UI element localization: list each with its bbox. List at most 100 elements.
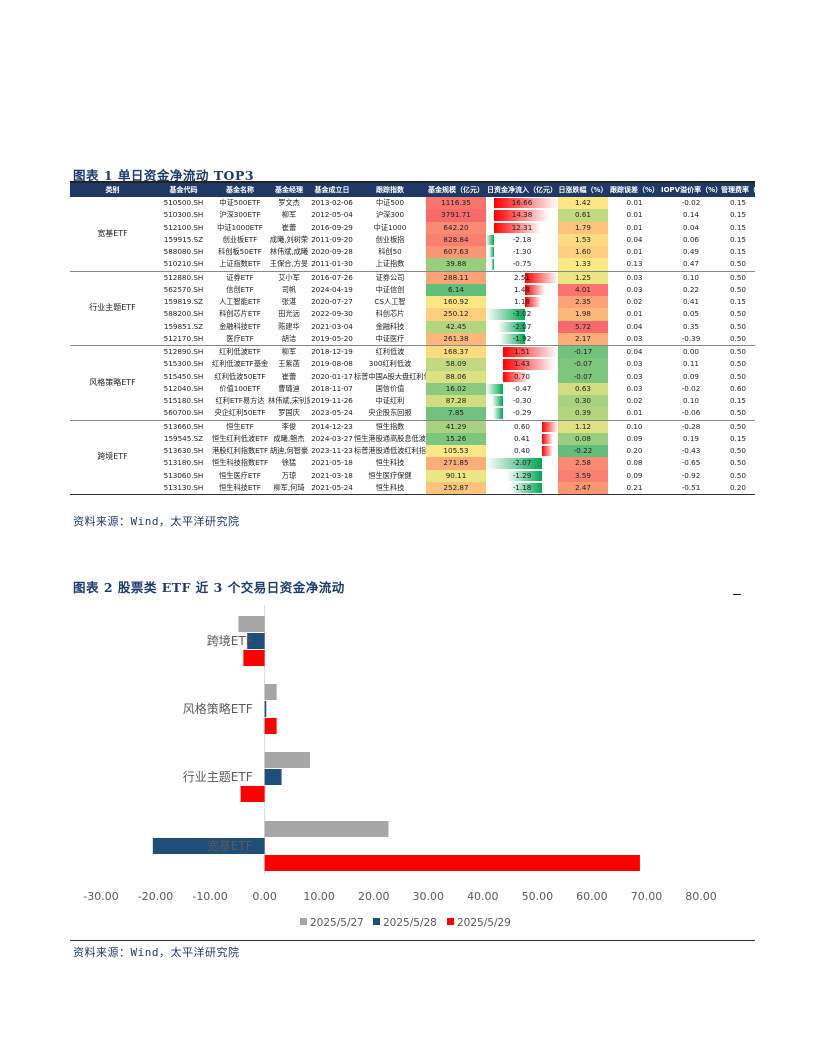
tracking-index-cell: 中证1000 bbox=[373, 222, 407, 232]
iopv-premium-cell: 0.22 bbox=[682, 284, 699, 294]
net-inflow-cell: 14.38 bbox=[486, 209, 558, 221]
inception-date-cell: 2019-05-20 bbox=[310, 332, 354, 346]
column-header: 基金名称 bbox=[212, 183, 268, 197]
bar-2025-5-27-1 bbox=[264, 684, 277, 700]
outflow-data-bar bbox=[507, 470, 542, 481]
column-header: 管理费率（%） bbox=[721, 183, 755, 197]
category-label: 宽基ETF bbox=[207, 838, 253, 853]
tracking-index-cell: 标普中国A股大盘红利低波50 bbox=[354, 371, 426, 381]
column-header: 基金成立日 bbox=[310, 183, 354, 197]
daily-change-cell: 2.35 bbox=[558, 296, 608, 309]
net-inflow-value: -1.92 bbox=[512, 333, 532, 343]
fund-manager-cell: 艾小军 bbox=[278, 272, 300, 282]
fund-code-cell: 159819.SZ bbox=[163, 297, 204, 307]
inception-date-cell: 2022-09-30 bbox=[311, 309, 353, 319]
column-header: 跟踪误差（%） bbox=[608, 183, 661, 197]
fund-manager-cell: 田光远 bbox=[278, 309, 300, 319]
net-inflow-cell: 0.40 bbox=[486, 445, 558, 457]
net-inflow-cell: 0.41 bbox=[486, 433, 558, 445]
inflow-data-bar bbox=[503, 359, 556, 370]
inception-date-cell: 2018-11-07 bbox=[311, 383, 353, 393]
tracking-index-cell: 红利低波 bbox=[375, 347, 405, 357]
iopv-premium-cell: 0.35 bbox=[682, 321, 699, 331]
inflow-data-bar bbox=[494, 210, 550, 221]
x-tick-label: 80.00 bbox=[685, 890, 717, 903]
x-tick-label: -20.00 bbox=[138, 890, 173, 903]
tracking-index-cell: 科创芯片 bbox=[375, 309, 405, 319]
daily-change-cell: 0.30 bbox=[558, 395, 608, 408]
fund-size-cell: 160.92 bbox=[426, 296, 486, 309]
fund-manager-cell: 胡洁 bbox=[268, 332, 310, 346]
net-inflow-cell: -0.47 bbox=[486, 383, 558, 395]
fund-size-cell: 642.20 bbox=[426, 221, 486, 234]
category-cell: 风格策略ETF bbox=[70, 345, 155, 421]
fund-code-cell: 510500.SH bbox=[163, 198, 204, 208]
tracking-index-cell: CS人工智 bbox=[374, 297, 406, 307]
table-row: 159819.SZ 人工智能ETF 张湛 2020-07-27 CS人工智 160.92 1… bbox=[70, 296, 755, 309]
management-fee-cell: 0.50 bbox=[729, 272, 746, 282]
iopv-premium-cell: -0.28 bbox=[681, 421, 701, 431]
daily-change-cell: 3.59 bbox=[558, 469, 608, 482]
fund-manager-cell: 司帆 bbox=[281, 284, 297, 294]
fund-name-cell: 红利低波ETF基金 bbox=[212, 359, 268, 369]
iopv-premium-cell: 0.00 bbox=[682, 347, 699, 357]
fund-size-cell: 250.12 bbox=[426, 308, 486, 321]
tracking-index-cell: 恒生指数 bbox=[375, 421, 405, 431]
x-tick-label: 0.00 bbox=[252, 890, 277, 903]
fund-size-cell: 168.37 bbox=[426, 345, 486, 359]
outflow-data-bar bbox=[489, 247, 495, 258]
table-row: 159545.SZ 恒生红利低波ETF 成曦,鲍杰 2024-03-27 恒生港股通高股… bbox=[70, 432, 755, 445]
fund-code-cell: 159851.SZ bbox=[163, 321, 204, 331]
management-fee-cell: 0.15 bbox=[729, 222, 746, 232]
iopv-premium-cell: 0.05 bbox=[682, 309, 699, 319]
net-inflow-value: -1.30 bbox=[512, 247, 532, 257]
net-inflow-value: 12.31 bbox=[511, 222, 533, 232]
tracking-error-cell: 0.09 bbox=[626, 470, 643, 480]
fund-size-cell: 58.09 bbox=[426, 358, 486, 371]
fund-manager-cell: 成曦,刘树荣 bbox=[269, 234, 309, 244]
fund-name-cell: 金融科技ETF bbox=[219, 321, 261, 331]
daily-change-cell: -0.07 bbox=[558, 358, 608, 371]
fund-size-cell: 15.26 bbox=[426, 432, 486, 445]
etf-flow-table: 类别 基金代码 基金名称 基金经理 基金成立日 跟踪指数 基金规模（亿元） 日资金净流入（亿元… bbox=[70, 183, 755, 495]
fund-code-cell: 512170.SH bbox=[155, 332, 212, 346]
tracking-index-cell: 恒生科技 bbox=[354, 481, 426, 495]
net-inflow-cell: 1.18 bbox=[486, 296, 558, 308]
figure1-title: 图表 1 单日资金净流动 TOP3 bbox=[73, 168, 255, 183]
category-cell: 行业主题ETF bbox=[70, 271, 155, 346]
iopv-premium-cell: 0.14 bbox=[682, 210, 699, 220]
net-inflow-value: -3.02 bbox=[512, 309, 532, 319]
outflow-data-bar bbox=[486, 383, 504, 394]
fund-name-cell: 医疗ETF bbox=[212, 332, 268, 346]
table-row: 515180.SH 红利ETF易方达 林伟斌,宋钊贤 2019-11-26 中证红利 87… bbox=[70, 395, 755, 408]
fund-size-cell: 252.87 bbox=[426, 481, 486, 495]
net-inflow-value: 0.41 bbox=[513, 433, 530, 443]
fund-size-cell: 39.88 bbox=[426, 258, 486, 272]
flow-bar-chart: 跨境ETF 风格策略ETF 行业主题ETF 宽基ETF -30.00 -20.00 -10.… bbox=[83, 605, 717, 929]
iopv-premium-cell: 0.11 bbox=[682, 359, 699, 369]
fund-code-cell: 513180.SH bbox=[163, 458, 204, 468]
iopv-premium-cell: 0.47 bbox=[661, 258, 721, 272]
legend-swatch bbox=[373, 918, 380, 925]
bar-2025-5-29-1 bbox=[264, 718, 277, 734]
table-row: 513060.SH 恒生医疗ETF 万琼 2021-03-18 恒生医疗保健 90.11 -… bbox=[70, 469, 755, 482]
fund-manager-cell: 林伟斌,成曦 bbox=[269, 247, 309, 257]
fund-name-cell: 创业板ETF bbox=[222, 234, 258, 244]
net-inflow-value: -2.07 bbox=[512, 321, 532, 331]
inflow-data-bar bbox=[541, 446, 553, 457]
net-inflow-cell: 0.70 bbox=[486, 371, 558, 383]
net-inflow-value: 1.51 bbox=[513, 347, 530, 357]
net-inflow-value: -1.29 bbox=[512, 470, 532, 480]
net-inflow-value: 16.66 bbox=[511, 198, 533, 208]
table-row: 588080.SH 科创板50ETF 林伟斌,成曦 2020-09-28 科创50 607… bbox=[70, 246, 755, 259]
table-header-row: 类别 基金代码 基金名称 基金经理 基金成立日 跟踪指数 基金规模（亿元） 日资金净流入（亿元… bbox=[70, 183, 755, 197]
inception-date-cell: 2023-05-24 bbox=[310, 407, 354, 421]
tracking-index-cell: 央企股东回报 bbox=[354, 407, 426, 421]
fund-code-cell: 513130.SH bbox=[155, 481, 212, 495]
bar-2025-5-29-0 bbox=[243, 650, 265, 666]
tracking-index-cell: 中证500 bbox=[375, 198, 405, 208]
table-row: 562570.SH 信创ETF 司帆 2024-04-19 中证信创 6.14 1.48 4.… bbox=[70, 283, 755, 296]
daily-change-cell: 0.08 bbox=[558, 432, 608, 445]
fund-name-cell: 沪深300ETF bbox=[219, 210, 261, 220]
